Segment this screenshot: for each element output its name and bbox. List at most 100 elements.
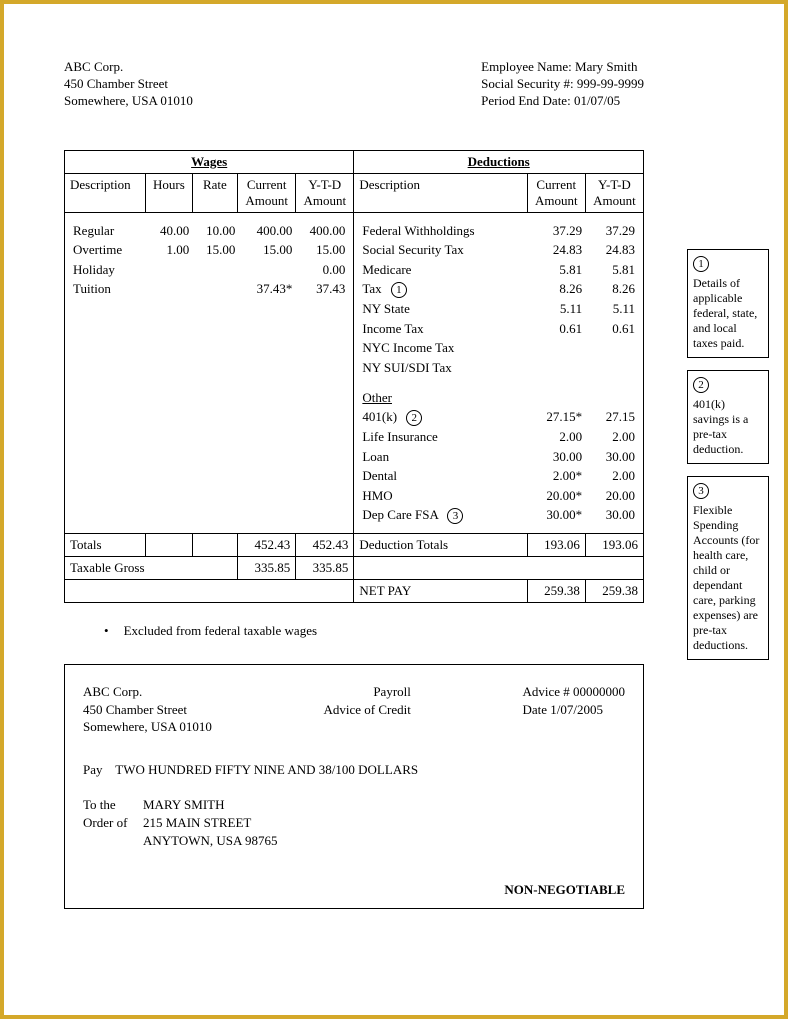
- ded-desc: Life Insurance: [354, 427, 529, 447]
- annotation-badge-1-icon: 1: [693, 256, 709, 272]
- deduction-row: HMO 20.00*20.00: [354, 486, 643, 506]
- wage-rate: 10.00: [193, 221, 239, 241]
- wage-hours: [147, 279, 193, 299]
- ded-cur: 2.00: [529, 427, 586, 447]
- order-label-2: Order of: [83, 814, 143, 832]
- employee-ssn: Social Security #: 999-99-9999: [481, 76, 644, 93]
- netpay-label: NET PAY: [354, 580, 527, 603]
- annotation-text: Details of applicable federal, state, an…: [693, 276, 757, 350]
- annotation-1: 1 Details of applicable federal, state, a…: [687, 249, 769, 358]
- employee-name: Employee Name: Mary Smith: [481, 59, 644, 76]
- wages-heading: Wages: [65, 150, 354, 173]
- check-stub: ABC Corp. 450 Chamber Street Somewhere, …: [64, 664, 644, 909]
- wage-cur: [239, 260, 296, 280]
- ded-cur: 2.00*: [529, 466, 586, 486]
- ded-cur: 30.00*: [529, 505, 586, 525]
- ded-cur: 20.00*: [529, 486, 586, 506]
- wage-cur: 15.00: [239, 240, 296, 260]
- check-right: Advice # 00000000 Date 1/07/2005: [522, 683, 625, 736]
- check-company-name: ABC Corp.: [83, 683, 212, 701]
- ded-ytd: 8.26: [586, 279, 643, 299]
- employee-block: Employee Name: Mary Smith Social Securit…: [481, 59, 644, 110]
- pay-line: Pay TWO HUNDRED FIFTY NINE AND 38/100 DO…: [83, 761, 625, 779]
- ded-cur: 0.61: [529, 319, 586, 339]
- deductions-heading: Deductions: [354, 150, 644, 173]
- company-name: ABC Corp.: [64, 59, 193, 76]
- check-addr1: 450 Chamber Street: [83, 701, 212, 719]
- wage-rate: 15.00: [193, 240, 239, 260]
- annotation-text: Flexible Spending Accounts (for health c…: [693, 503, 759, 652]
- ded-cur: [529, 338, 586, 358]
- check-company: ABC Corp. 450 Chamber Street Somewhere, …: [83, 683, 212, 736]
- payee-addr2: ANYTOWN, USA 98765: [143, 832, 277, 850]
- annotations-column: 1 Details of applicable federal, state, a…: [669, 249, 769, 672]
- col-ytd: Y-T-DAmount: [296, 173, 354, 212]
- col-hours: Hours: [146, 173, 192, 212]
- annotation-2: 2 401(k) savings is a pre-tax deduction.: [687, 370, 769, 464]
- ded-cur: 5.11: [529, 299, 586, 319]
- ded-cur: 30.00: [529, 447, 586, 467]
- ded-ytd: 24.83: [586, 240, 643, 260]
- ded-desc: NYC Income Tax: [354, 338, 529, 358]
- wage-row: Overtime1.0015.0015.0015.00: [65, 240, 353, 260]
- ded-desc: Tax 1: [354, 279, 529, 299]
- wage-total-ytd: 452.43: [296, 534, 354, 557]
- ded-ytd: 30.00: [586, 505, 643, 525]
- company-block: ABC Corp. 450 Chamber Street Somewhere, …: [64, 59, 193, 110]
- annotation-text: 401(k) savings is a pre-tax deduction.: [693, 397, 748, 456]
- wage-ytd: 0.00: [296, 260, 353, 280]
- ded-total-cur: 193.06: [527, 534, 585, 557]
- annotation-3: 3Flexible Spending Accounts (for health …: [687, 476, 769, 660]
- other-header: Other: [354, 388, 643, 408]
- col-desc: Description: [65, 173, 146, 212]
- deduction-row: NY SUI/SDI Tax: [354, 358, 643, 378]
- deduction-row: NYC Income Tax: [354, 338, 643, 358]
- taxable-cur: 335.85: [238, 557, 296, 580]
- annotation-badge-2-icon: 2: [693, 377, 709, 393]
- wage-desc: Overtime: [65, 240, 147, 260]
- wage-hours: [147, 260, 193, 280]
- ded-ytd: [586, 338, 643, 358]
- wage-hours: 40.00: [147, 221, 193, 241]
- ded-desc: NY SUI/SDI Tax: [354, 358, 529, 378]
- col-rate: Rate: [192, 173, 238, 212]
- pay-label: Pay: [83, 762, 103, 777]
- footnote: Excluded from federal taxable wages: [104, 623, 684, 639]
- check-addr2: Somewhere, USA 01010: [83, 718, 212, 736]
- deduction-row: Tax 18.268.26: [354, 279, 643, 299]
- wage-cur: 37.43*: [239, 279, 296, 299]
- deduction-row: Medicare 5.815.81: [354, 260, 643, 280]
- ded-cur: 5.81: [529, 260, 586, 280]
- deduction-row: NY State 5.115.11: [354, 299, 643, 319]
- ded-desc: Income Tax: [354, 319, 529, 339]
- col-desc2: Description: [354, 173, 527, 212]
- wage-desc: Tuition: [65, 279, 147, 299]
- ded-desc: Loan: [354, 447, 529, 467]
- ded-desc: Medicare: [354, 260, 529, 280]
- employee-period: Period End Date: 01/07/05: [481, 93, 644, 110]
- badge-1-icon: 1: [391, 282, 407, 298]
- ded-cur: 37.29: [529, 221, 586, 241]
- ded-cur: [529, 358, 586, 378]
- ded-ytd: 30.00: [586, 447, 643, 467]
- ded-ytd: 5.11: [586, 299, 643, 319]
- ded-cur: 27.15*: [529, 407, 586, 427]
- col-current: CurrentAmount: [238, 173, 296, 212]
- netpay-ytd: 259.38: [585, 580, 643, 603]
- document-header: ABC Corp. 450 Chamber Street Somewhere, …: [64, 59, 644, 110]
- taxable-ytd: 335.85: [296, 557, 354, 580]
- wage-ytd: 37.43: [296, 279, 353, 299]
- ded-ytd: 37.29: [586, 221, 643, 241]
- ded-desc: Dental: [354, 466, 529, 486]
- deduction-row: Income Tax 0.610.61: [354, 319, 643, 339]
- ded-ytd: 27.15: [586, 407, 643, 427]
- ded-desc: 401(k) 2: [354, 407, 529, 427]
- wage-rate: [193, 279, 239, 299]
- deduction-row: Life Insurance 2.002.00: [354, 427, 643, 447]
- ded-cur: 8.26: [529, 279, 586, 299]
- company-addr2: Somewhere, USA 01010: [64, 93, 193, 110]
- wage-desc: Holiday: [65, 260, 147, 280]
- deduction-row: 401(k) 227.15*27.15: [354, 407, 643, 427]
- ded-desc: Dep Care FSA 3: [354, 505, 529, 525]
- deduction-row: Loan 30.0030.00: [354, 447, 643, 467]
